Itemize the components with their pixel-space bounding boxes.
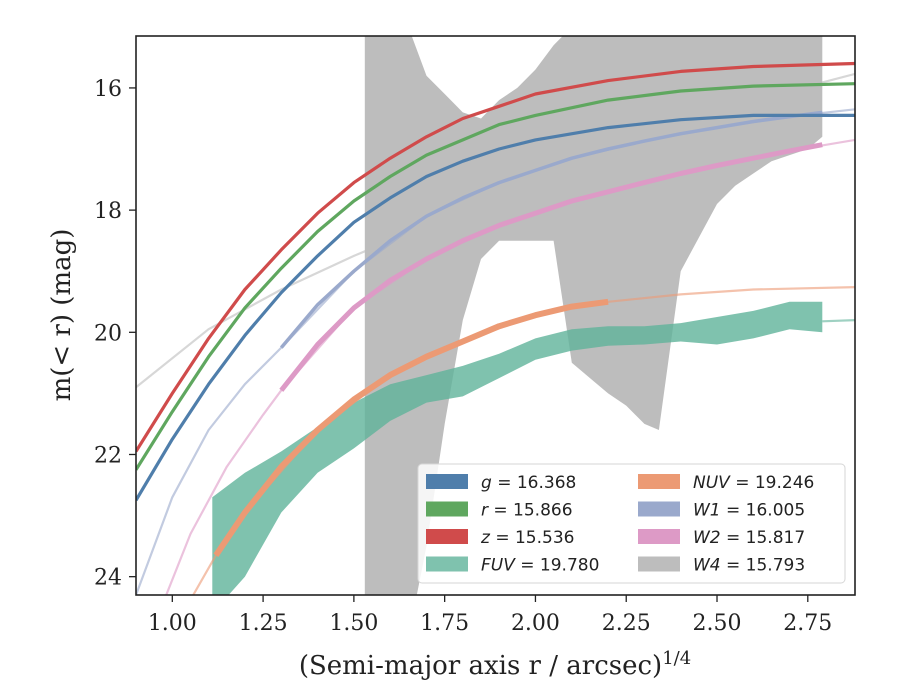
x-tick-label: 1.75 (420, 611, 469, 636)
x-axis-title-superscript: 1/4 (662, 648, 691, 669)
legend-label-z: z = 15.536 (480, 528, 574, 548)
legend-value-r: = 15.866 (488, 501, 573, 521)
series-w1-line (279, 110, 823, 349)
legend-swatch-nuv (638, 474, 680, 489)
series-z-line (136, 61, 855, 453)
legend-swatch-r (426, 501, 468, 517)
legend-label-w2: W2 = 15.817 (693, 528, 805, 548)
series-w4-band (364, 36, 823, 595)
plot-frame (135, 35, 856, 596)
legend-value-z: = 15.536 (490, 528, 575, 548)
legend-value-nuv: = 19.246 (730, 473, 815, 493)
legend-label-fuv: FUV = 19.780 (481, 556, 599, 576)
legend-band-w2: W2 (693, 528, 721, 548)
legend-swatch-z (426, 529, 468, 544)
series-fuv-extension-line (822, 319, 855, 323)
legend-value-g: = 16.368 (492, 473, 577, 493)
legend-swatch-g (426, 474, 468, 489)
legend-label-w1: W1 = 16.005 (693, 501, 805, 521)
x-tick-label: 1.50 (329, 611, 378, 636)
legend-label-w4: W4 = 15.793 (693, 556, 805, 576)
legend-value-w4: = 15.793 (721, 556, 806, 576)
legend-label-nuv: NUV = 19.246 (693, 473, 814, 493)
y-axis: 16 18 20 22 24 (94, 77, 136, 591)
legend-value-w1: = 16.005 (721, 501, 806, 521)
legend-box (417, 463, 846, 584)
y-tick-label: 24 (94, 566, 122, 591)
x-tick-label: 2.50 (693, 611, 742, 636)
legend-label-g: g = 16.368 (481, 473, 576, 493)
legend-band-g: g (481, 473, 492, 493)
y-tick-label: 18 (94, 199, 122, 224)
series-g-line (136, 113, 855, 502)
legend-value-fuv: = 19.780 (515, 556, 600, 576)
legend-band-w1: W1 (693, 501, 721, 521)
legend-band-fuv: FUV (481, 556, 516, 576)
series-w2-line (279, 142, 823, 392)
x-tick-label: 2.00 (511, 611, 560, 636)
y-axis-title: m(< r) (mag) (47, 229, 77, 402)
legend-swatch-fuv (426, 556, 468, 572)
legend-swatch-w4 (638, 556, 680, 572)
legend-band-r: r (481, 501, 489, 521)
legend-band-nuv: NUV (693, 473, 731, 493)
x-axis: 1.00 1.25 1.50 1.75 2.00 2.25 2.50 2.75 (148, 595, 832, 636)
legend-band-z: z (480, 528, 491, 548)
series-fuv-band (212, 301, 823, 595)
x-tick-label: 2.25 (602, 611, 651, 636)
x-axis-title-text: (Semi-major axis r / arcsec) (299, 651, 662, 681)
x-tick-label: 2.75 (783, 611, 832, 636)
legend-value-w2: = 15.817 (721, 528, 806, 548)
series-layer (136, 36, 855, 595)
legend-swatch-w1 (638, 501, 680, 517)
series-nuv-line (213, 298, 609, 557)
x-axis-title: (Semi-major axis r / arcsec)1/4 (299, 648, 691, 681)
y-tick-label: 22 (94, 443, 122, 468)
series-r-line (136, 82, 855, 471)
x-tick-label: 1.00 (148, 611, 197, 636)
y-tick-label: 16 (94, 77, 122, 102)
legend-band-w4: W4 (693, 556, 721, 576)
y-tick-label: 20 (94, 321, 122, 346)
legend-swatch-w2 (638, 529, 680, 544)
legend-label-r: r = 15.866 (481, 501, 573, 521)
x-tick-label: 1.25 (239, 611, 288, 636)
